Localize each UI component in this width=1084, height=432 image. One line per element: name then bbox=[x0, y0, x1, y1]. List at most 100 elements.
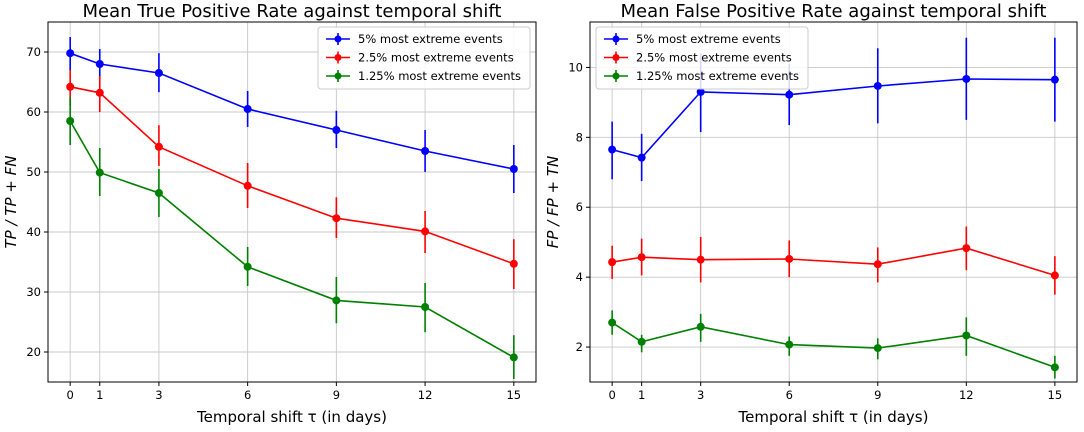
data-point bbox=[332, 126, 341, 134]
axes-frame bbox=[47, 21, 537, 383]
x-tick-label: 12 bbox=[418, 388, 433, 402]
x-tick-label: 0 bbox=[608, 388, 615, 402]
data-point bbox=[243, 105, 252, 113]
data-point bbox=[696, 87, 705, 96]
series-2 bbox=[66, 70, 518, 289]
legend-marker bbox=[612, 72, 620, 80]
data-point bbox=[637, 253, 646, 262]
series-2 bbox=[608, 226, 1059, 295]
legend-marker bbox=[334, 35, 342, 43]
data-point bbox=[962, 331, 971, 340]
data-point bbox=[696, 255, 705, 264]
legend-item: 5% most extreme events bbox=[326, 32, 503, 46]
data-point bbox=[962, 244, 971, 253]
data-point bbox=[696, 322, 705, 331]
data-point bbox=[637, 153, 646, 162]
y-tick-label: 4 bbox=[576, 270, 583, 284]
x-tick-label: 15 bbox=[1048, 388, 1063, 402]
series-3 bbox=[608, 310, 1059, 379]
series-line bbox=[611, 321, 1056, 369]
x-tick-label: 9 bbox=[333, 388, 340, 402]
data-point bbox=[66, 49, 75, 58]
y-axis-label: FP / FP + TN bbox=[544, 156, 562, 248]
legend-marker bbox=[334, 72, 342, 80]
y-axis-label: TP / TP + FN bbox=[2, 156, 20, 249]
y-tick-label: 6 bbox=[576, 200, 583, 214]
legend-item: 5% most extreme events bbox=[604, 32, 781, 46]
data-point bbox=[509, 165, 518, 173]
data-point bbox=[608, 318, 617, 327]
data-point bbox=[785, 340, 794, 349]
data-point bbox=[873, 81, 882, 90]
series-1 bbox=[66, 37, 518, 193]
legend-frame bbox=[595, 26, 809, 90]
data-point bbox=[95, 168, 104, 177]
x-tick-label: 0 bbox=[67, 388, 74, 402]
data-point bbox=[66, 117, 75, 125]
y-tick-label: 40 bbox=[26, 225, 41, 239]
data-point bbox=[243, 262, 252, 271]
data-point bbox=[1050, 271, 1059, 280]
series-line bbox=[611, 247, 1056, 277]
data-point bbox=[608, 145, 617, 154]
x-tick-label: 6 bbox=[786, 388, 793, 402]
data-point bbox=[95, 88, 104, 97]
data-point bbox=[962, 74, 971, 83]
y-tick-label: 8 bbox=[576, 130, 583, 144]
legend-label: 2.5% most extreme events bbox=[358, 51, 514, 65]
data-point bbox=[509, 259, 518, 268]
chart-title: Mean True Positive Rate against temporal… bbox=[82, 1, 501, 22]
data-point bbox=[785, 90, 794, 99]
y-tick-label: 30 bbox=[26, 285, 41, 299]
legend-label: 5% most extreme events bbox=[358, 32, 503, 46]
data-point bbox=[421, 303, 430, 311]
x-tick-label: 6 bbox=[244, 388, 251, 402]
y-tick-label: 60 bbox=[26, 105, 41, 119]
series-line bbox=[611, 78, 1055, 159]
y-tick-label: 2 bbox=[576, 340, 583, 354]
x-tick-label: 12 bbox=[959, 388, 974, 402]
x-tick-label: 1 bbox=[96, 388, 103, 402]
legend-item: 1.25% most extreme events bbox=[326, 69, 521, 83]
legend-label: 2.5% most extreme events bbox=[636, 51, 792, 65]
data-point bbox=[421, 147, 430, 155]
x-axis-label: Temporal shift τ (in days) bbox=[738, 408, 929, 426]
x-tick-label: 1 bbox=[638, 388, 645, 402]
y-tick-label: 10 bbox=[568, 60, 583, 74]
legend-item: 2.5% most extreme events bbox=[604, 51, 792, 65]
series-line bbox=[70, 86, 515, 265]
legend-label: 1.25% most extreme events bbox=[358, 69, 521, 83]
x-tick-label: 9 bbox=[874, 388, 881, 402]
legend-marker bbox=[612, 35, 620, 43]
series-3 bbox=[66, 97, 518, 379]
y-tick-label: 50 bbox=[26, 165, 41, 179]
data-point bbox=[332, 214, 341, 223]
data-point bbox=[1050, 75, 1059, 84]
legend-item: 2.5% most extreme events bbox=[326, 51, 514, 65]
data-point bbox=[332, 296, 341, 305]
legend: 5% most extreme events 2.5% most extreme … bbox=[317, 26, 531, 90]
legend-label: 1.25% most extreme events bbox=[636, 69, 799, 83]
data-point bbox=[154, 142, 163, 151]
y-tick-label: 70 bbox=[26, 45, 41, 59]
axes-frame bbox=[589, 21, 1078, 383]
y-tick-label: 20 bbox=[26, 345, 41, 359]
data-point bbox=[1050, 363, 1059, 372]
legend-label: 5% most extreme events bbox=[636, 32, 781, 46]
chart-2: 0 1 3 6 9 12 15 2 4 6 8 10 Mean False Positive Rate … bbox=[544, 1, 1078, 426]
legend-marker bbox=[612, 54, 620, 61]
data-point bbox=[66, 82, 75, 91]
legend-item: 1.25% most extreme events bbox=[604, 69, 799, 83]
data-point bbox=[95, 60, 104, 68]
chart-1: 0 1 3 6 9 12 15 20 30 40 50 60 70 Mean True Positive … bbox=[2, 1, 537, 426]
data-point bbox=[637, 337, 646, 346]
data-point bbox=[873, 260, 882, 269]
data-point bbox=[154, 69, 163, 77]
chart-title: Mean False Positive Rate against tempora… bbox=[621, 1, 1047, 22]
data-point bbox=[421, 227, 430, 236]
data-point bbox=[608, 258, 617, 267]
data-point bbox=[243, 181, 252, 190]
data-point bbox=[154, 189, 163, 197]
legend: 5% most extreme events 2.5% most extreme … bbox=[595, 26, 809, 90]
